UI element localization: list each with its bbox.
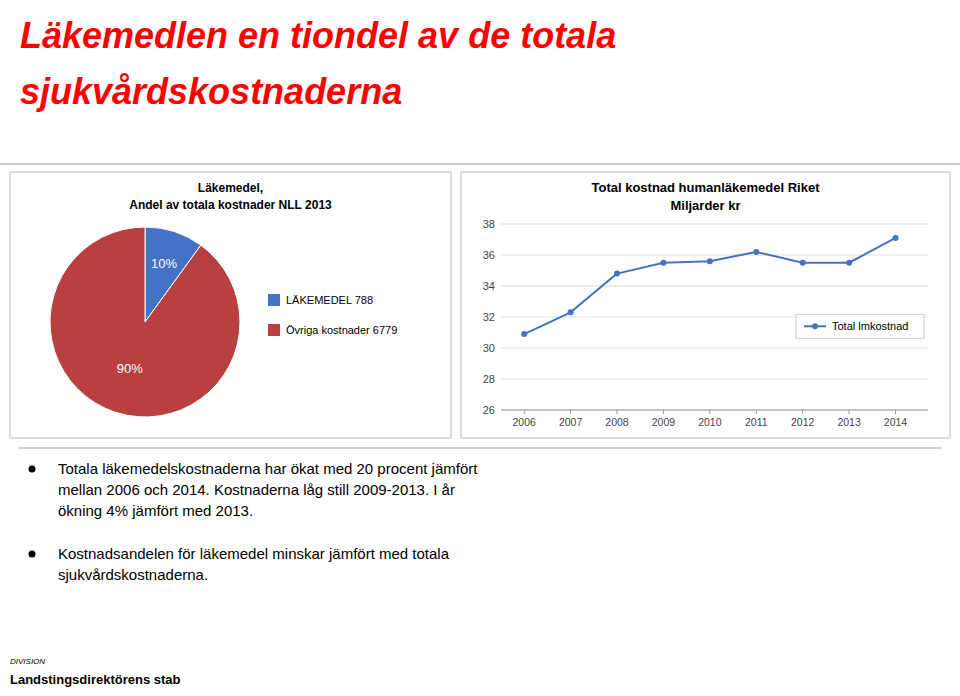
pie-slices	[50, 227, 240, 417]
x-axis-line	[501, 410, 928, 411]
x-tick-label: 2010	[698, 416, 722, 428]
bullet-dot	[29, 466, 36, 473]
chart-title: Total kostnad humanläkemedel Riket	[591, 180, 820, 195]
point	[660, 260, 666, 266]
legend-swatch	[268, 324, 280, 336]
grid-line	[501, 379, 928, 380]
panel-frame	[10, 172, 451, 438]
chart-subtitle: Andel av totala kostnader NLL 2013	[129, 198, 332, 212]
grid-line	[501, 286, 928, 287]
legend-swatch	[268, 294, 280, 306]
x-tick-label: 2014	[884, 416, 908, 428]
y-tick-label: 36	[483, 249, 495, 261]
point	[614, 271, 620, 277]
chart-subtitle: Miljarder kr	[670, 198, 740, 213]
bullet-text: ökning 4% jämfört med 2013.	[58, 502, 253, 519]
slide-title: Läkemedlen en tiondel av de totala	[20, 15, 616, 56]
point	[893, 235, 899, 241]
x-axis: 2006 2007 2008 2009 2010 2011 2012 2013 2014	[501, 410, 928, 428]
legend: LÄKEMEDEL 788 Övriga kostnader 6779	[268, 294, 397, 336]
legend-label: LÄKEMEDEL 788	[286, 294, 373, 306]
legend-label: Total lmkostnad	[832, 320, 908, 332]
y-axis: 26 28 30 32 34 36 38	[483, 218, 928, 416]
point	[707, 258, 713, 264]
bullet-dot	[29, 551, 36, 558]
bullet-text: Totala läkemedelskostnaderna har ökat me…	[58, 460, 478, 477]
text-rule	[19, 448, 941, 449]
slide: Läkemedlen en tiondel av de totala sjukvå…	[0, 0, 960, 696]
data-label: 10%	[151, 256, 177, 271]
legend-label: Övriga kostnader 6779	[286, 324, 397, 336]
title-rule	[0, 164, 960, 165]
legend: Total lmkostnad	[796, 314, 924, 338]
y-tick-label: 32	[483, 311, 495, 323]
bullet-text: mellan 2006 och 2014. Kostnaderna låg st…	[58, 481, 455, 498]
grid-line	[501, 410, 928, 411]
footer-division: DIVISION	[10, 657, 45, 666]
grid-line	[501, 224, 928, 225]
x-tick	[663, 410, 664, 414]
point	[521, 331, 527, 337]
x-tick	[802, 410, 803, 414]
point	[753, 249, 759, 255]
pie-chart: Läkemedel, Andel av totala kostnader NLL …	[50, 181, 397, 417]
x-tick	[895, 410, 896, 414]
chart-title: Läkemedel,	[198, 181, 263, 195]
x-tick-label: 2006	[513, 416, 537, 428]
panel-frame	[461, 172, 950, 438]
y-tick-label: 28	[483, 373, 495, 385]
line-chart: Total kostnad humanläkemedel Riket Miljar…	[483, 180, 928, 428]
x-tick-label: 2009	[652, 416, 676, 428]
x-tick-label: 2011	[745, 416, 768, 428]
x-tick	[524, 410, 525, 414]
x-tick-label: 2012	[791, 416, 815, 428]
x-tick	[709, 410, 710, 414]
pie-labels: 10% 90%	[117, 256, 178, 377]
legend-frame	[796, 314, 924, 338]
x-tick	[570, 410, 571, 414]
x-tick-label: 2007	[559, 416, 583, 428]
x-tick	[849, 410, 850, 414]
slide-title: sjukvårdskostnaderna	[20, 71, 402, 112]
bullet-text: sjukvårdskostnaderna.	[58, 566, 208, 583]
point	[800, 260, 806, 266]
x-tick	[617, 410, 618, 414]
x-tick-label: 2008	[605, 416, 629, 428]
grid-line	[501, 348, 928, 349]
data-label: 90%	[117, 361, 143, 376]
pie-slice	[50, 227, 240, 417]
y-tick-label: 38	[483, 218, 495, 230]
point	[568, 309, 574, 315]
y-tick-label: 30	[483, 342, 495, 354]
point	[846, 260, 852, 266]
footer-org: Landstingsdirektörens stab	[10, 672, 181, 687]
bullets: Totala läkemedelskostnaderna har ökat me…	[29, 460, 479, 583]
footer: DIVISION Landstingsdirektörens stab	[10, 657, 181, 687]
y-tick-label: 34	[483, 280, 495, 292]
bullet-text: Kostnadsandelen för läkemedel minskar jä…	[58, 545, 450, 562]
legend-swatch	[812, 323, 818, 329]
x-tick	[756, 410, 757, 414]
y-tick-label: 26	[483, 404, 495, 416]
x-tick-label: 2013	[837, 416, 861, 428]
